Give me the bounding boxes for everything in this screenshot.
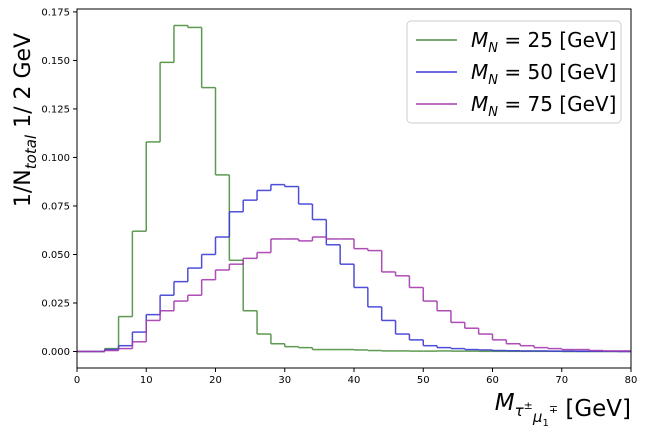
legend-label-0: MN = 25 [GeV]: [471, 28, 616, 56]
x-tick-label: 10: [140, 375, 153, 386]
x-tick-label: 60: [486, 375, 499, 386]
x-tick-label: 80: [625, 375, 638, 386]
y-tick-label: 0.025: [41, 298, 70, 309]
x-tick-label: 30: [278, 375, 291, 386]
x-tick-label: 50: [417, 375, 430, 386]
legend-label-1: MN = 50 [GeV]: [471, 60, 616, 88]
y-axis-label: 1/Ntotal 1/ 2 GeV: [11, 33, 40, 207]
y-tick-label: 0.050: [41, 250, 70, 261]
x-tick-label: 70: [555, 375, 568, 386]
y-tick-label: 0.175: [41, 7, 70, 18]
axis-ticks: 0 10 20 30 40 50 60 70 80 0.000 0.025 0.050 0.075 0.1…: [41, 7, 637, 386]
y-tick-label: 0.000: [41, 347, 70, 358]
x-tick-label: 20: [209, 375, 222, 386]
series-layer: [77, 24, 631, 353]
y-tick-label: 0.075: [41, 201, 70, 212]
x-axis-label: Mτ±μ1∓ [GeV]: [495, 390, 631, 429]
legend-label-2: MN = 75 [GeV]: [471, 92, 616, 120]
y-tick-label: 0.150: [41, 56, 70, 67]
series-2-histogram: [77, 236, 631, 353]
legend-box: [406, 20, 622, 124]
y-tick-label: 0.125: [41, 104, 70, 115]
legend: MN = 25 [GeV] MN = 50 [GeV] MN = 75 [GeV]: [406, 20, 622, 124]
y-tick-label: 0.100: [41, 153, 70, 164]
x-tick-label: 40: [348, 375, 361, 386]
x-tick-label: 0: [74, 375, 80, 386]
